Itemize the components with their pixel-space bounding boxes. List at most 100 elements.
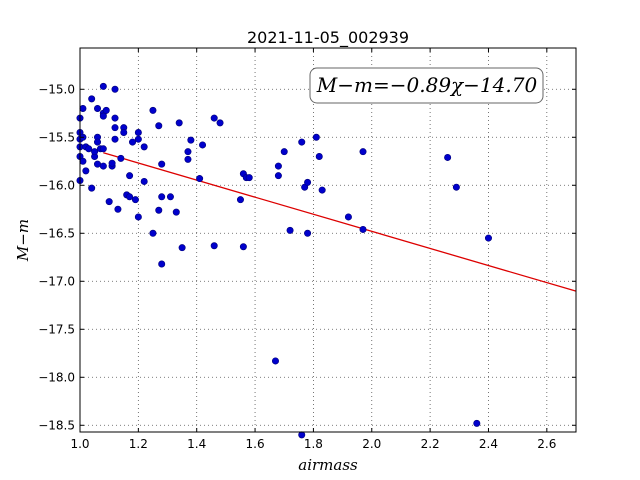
data-point <box>274 172 282 180</box>
plot-frame <box>79 47 577 433</box>
data-point <box>149 229 157 237</box>
data-point <box>216 119 224 127</box>
data-point <box>184 155 192 163</box>
x-axis-label: airmass <box>298 456 358 474</box>
plot-area <box>80 48 576 432</box>
x-tick-label: 2.4 <box>479 437 498 451</box>
x-tick-label: 2.0 <box>362 437 381 451</box>
data-point <box>134 135 142 143</box>
data-point <box>344 213 352 221</box>
data-point <box>178 244 186 252</box>
data-point <box>79 104 87 112</box>
data-point <box>315 152 323 160</box>
data-point <box>304 178 312 186</box>
data-point <box>155 206 163 214</box>
data-point <box>111 114 119 122</box>
data-point <box>473 419 481 427</box>
data-point <box>155 122 163 130</box>
data-point <box>94 104 102 112</box>
data-point <box>126 172 134 180</box>
data-point <box>298 138 306 146</box>
x-tick-label: 1.8 <box>304 437 323 451</box>
x-tick-label: 2.2 <box>421 437 440 451</box>
x-tick-label: 2.6 <box>537 437 556 451</box>
axis-ticks <box>79 48 576 432</box>
data-point <box>444 153 452 161</box>
data-point <box>140 177 148 185</box>
fit-line <box>103 152 577 292</box>
data-point <box>184 148 192 156</box>
data-point <box>149 106 157 114</box>
x-tick-label: 1.6 <box>246 437 265 451</box>
data-point <box>484 234 492 242</box>
equation-box: M−m=−0.89χ−14.70 <box>309 67 544 104</box>
y-tick-label: −15.5 <box>38 130 75 144</box>
y-tick-label: −16.0 <box>38 178 75 192</box>
y-tick-labels: −15.0 −15.5 −16.0 −16.5 −17.0 −17.5 −18.0 −18.5 <box>38 82 75 432</box>
x-tick-label: 1.0 <box>70 437 89 451</box>
data-point <box>134 213 142 221</box>
data-point <box>82 167 90 175</box>
data-point <box>236 196 244 204</box>
fit-equation: M−m=−0.89χ−14.70 <box>316 73 538 97</box>
data-point <box>91 148 99 156</box>
data-point <box>187 136 195 144</box>
data-point <box>102 106 110 114</box>
data-point <box>199 141 207 149</box>
x-tick-label: 1.4 <box>187 437 206 451</box>
equation-box-frame <box>309 67 544 104</box>
data-point <box>85 145 93 153</box>
data-point <box>129 138 137 146</box>
data-point <box>88 95 96 103</box>
data-point <box>120 128 128 136</box>
fit-line-group <box>103 152 577 292</box>
data-point <box>111 135 119 143</box>
data-point <box>210 242 218 250</box>
y-tick-label: −18.5 <box>38 418 75 432</box>
data-point <box>196 175 204 183</box>
data-point <box>158 193 166 201</box>
y-tick-label: −16.5 <box>38 226 75 240</box>
data-point <box>172 208 180 216</box>
data-point <box>166 193 174 201</box>
data-point <box>94 160 102 168</box>
data-point <box>312 133 320 141</box>
data-point <box>158 260 166 268</box>
data-point <box>99 112 107 120</box>
y-tick-label: −17.5 <box>38 322 75 336</box>
x-tick-labels: 1.0 1.2 1.4 1.6 1.8 2.0 2.2 2.4 2.6 <box>70 437 556 451</box>
y-tick-label: −15.0 <box>38 82 75 96</box>
data-point <box>111 124 119 132</box>
data-point <box>79 157 87 165</box>
data-point <box>280 148 288 156</box>
data-point <box>175 119 183 127</box>
data-points <box>76 82 492 439</box>
y-tick-label: −17.0 <box>38 274 75 288</box>
data-point <box>99 145 107 153</box>
data-point <box>105 198 113 206</box>
data-point <box>117 154 125 162</box>
data-point <box>111 85 119 93</box>
data-point <box>452 183 460 191</box>
data-point <box>131 196 139 204</box>
data-point <box>126 193 134 201</box>
y-tick-label: −18.0 <box>38 370 75 384</box>
data-point <box>286 226 294 234</box>
chart-title: 2021-11-05_002939 <box>247 28 409 48</box>
data-point <box>134 128 142 136</box>
data-point <box>271 357 279 365</box>
y-axis-label: M−m <box>14 219 32 262</box>
data-point <box>210 114 218 122</box>
data-point <box>140 143 148 151</box>
data-point <box>359 225 367 233</box>
data-point <box>99 162 107 170</box>
data-point <box>318 186 326 194</box>
data-point <box>274 162 282 170</box>
data-point <box>359 148 367 156</box>
data-point <box>158 160 166 168</box>
data-point <box>94 138 102 146</box>
data-point <box>108 159 116 167</box>
data-point <box>99 82 107 90</box>
data-point <box>88 184 96 192</box>
